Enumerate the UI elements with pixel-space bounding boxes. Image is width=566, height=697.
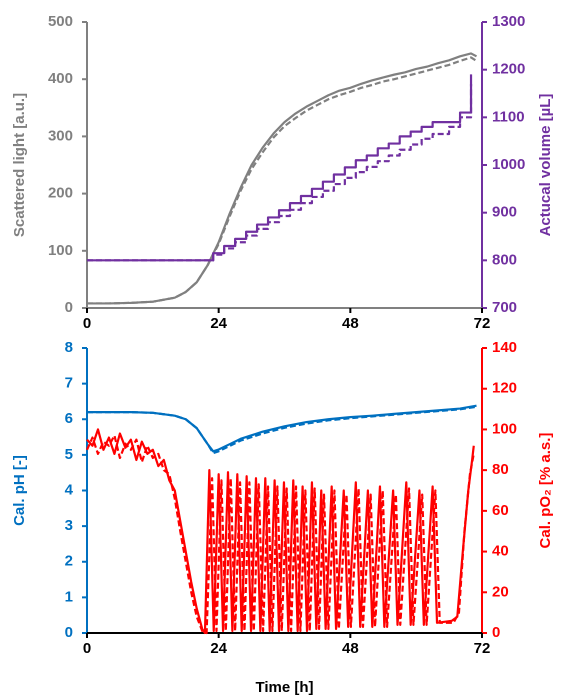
y2-tick-label: 20 xyxy=(492,583,509,600)
y-tick-label: 5 xyxy=(65,446,73,463)
y2-tick-label: 700 xyxy=(492,299,517,316)
data-line xyxy=(87,405,477,455)
x-tick-label: 24 xyxy=(210,315,227,332)
y-tick-label: 100 xyxy=(48,242,73,259)
x-tick-label: 48 xyxy=(342,640,359,657)
y-axis-title: Scattered light [a.u.] xyxy=(11,93,28,237)
y-tick-label: 500 xyxy=(48,13,73,30)
y2-tick-label: 0 xyxy=(492,624,500,641)
y2-tick-label: 1000 xyxy=(492,156,525,173)
y2-tick-label: 1200 xyxy=(492,61,525,78)
y2-tick-label: 1300 xyxy=(492,13,525,30)
y-tick-label: 0 xyxy=(65,624,73,641)
y2-tick-label: 40 xyxy=(492,543,509,560)
y2-tick-label: 80 xyxy=(492,461,509,478)
y-tick-label: 1 xyxy=(65,588,73,605)
y-tick-label: 200 xyxy=(48,185,73,202)
y2-tick-label: 100 xyxy=(492,420,517,437)
y-tick-label: 7 xyxy=(65,375,73,392)
data-line xyxy=(87,83,473,262)
data-line xyxy=(85,434,475,635)
x-tick-label: 48 xyxy=(342,315,359,332)
y-tick-label: 2 xyxy=(65,553,73,570)
y-axis-title: Cal. pH [-] xyxy=(11,455,28,526)
y-tick-label: 4 xyxy=(65,481,74,498)
data-line xyxy=(87,52,478,305)
x-axis-title: Time [h] xyxy=(255,679,313,696)
x-tick-label: 72 xyxy=(474,640,491,657)
y2-tick-label: 60 xyxy=(492,502,509,519)
data-line xyxy=(87,56,478,305)
y-tick-label: 6 xyxy=(65,410,73,427)
y-tick-label: 3 xyxy=(65,517,73,534)
x-tick-label: 72 xyxy=(474,315,491,332)
y-tick-label: 8 xyxy=(65,339,73,356)
y2-tick-label: 140 xyxy=(492,339,517,356)
y2-tick-label: 900 xyxy=(492,204,517,221)
y-tick-label: 300 xyxy=(48,127,73,144)
x-tick-label: 0 xyxy=(83,640,91,657)
y2-tick-label: 800 xyxy=(492,251,517,268)
x-tick-label: 24 xyxy=(210,640,227,657)
y-tick-label: 400 xyxy=(48,70,73,87)
y2-tick-label: 120 xyxy=(492,380,517,397)
data-line xyxy=(87,74,473,262)
y-tick-label: 0 xyxy=(65,299,73,316)
x-tick-label: 0 xyxy=(83,315,91,332)
y2-axis-title: Cal. pO₂ [% a.s.] xyxy=(537,433,554,549)
data-line xyxy=(86,428,475,635)
y2-tick-label: 1100 xyxy=(492,108,525,125)
y2-axis-title: Actucal volume [µL] xyxy=(537,94,554,237)
